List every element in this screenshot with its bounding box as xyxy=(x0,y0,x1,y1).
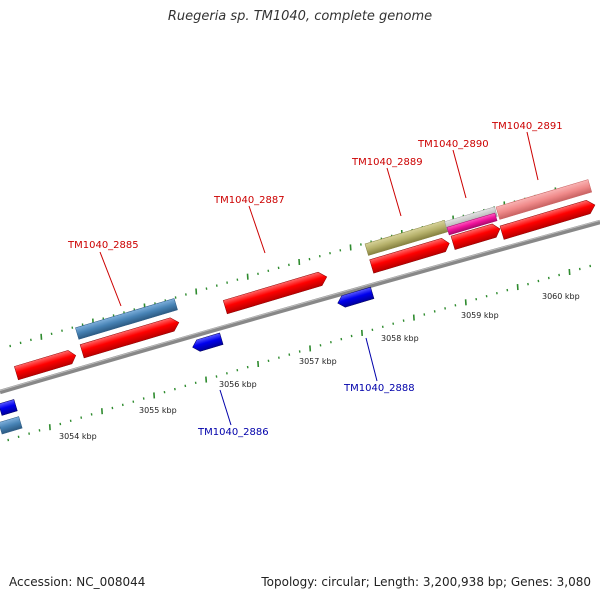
gene-label-tm1040-2885[interactable]: TM1040_2885 xyxy=(67,240,139,251)
gene-label-tm1040-2887[interactable]: TM1040_2887 xyxy=(213,195,285,206)
gene-box-tm1040-2885[interactable] xyxy=(75,298,178,340)
gene-arrow-reverse[interactable] xyxy=(0,399,18,416)
accession-text: Accession: NC_008044 xyxy=(9,575,146,589)
scale-label: 3056 kbp xyxy=(219,380,257,389)
gene-label-tm1040-2891[interactable]: TM1040_2891 xyxy=(491,121,563,132)
gene-label-tm1040-2886[interactable]: TM1040_2886 xyxy=(197,427,269,438)
genome-backbone xyxy=(0,219,600,395)
gene-box-reverse[interactable] xyxy=(0,416,23,435)
gene-arrow-tm1040-2887[interactable] xyxy=(222,270,329,315)
gene-box-tm1040-2890[interactable] xyxy=(446,212,498,236)
gene-arrow-forward[interactable] xyxy=(450,222,502,250)
gene-label-tm1040-2888[interactable]: TM1040_2888 xyxy=(343,383,415,394)
genome-backbone-highlight xyxy=(0,220,600,391)
scale-label: 3060 kbp xyxy=(542,292,580,301)
gene-arrow-tm1040-2886[interactable] xyxy=(191,332,224,353)
scale-label: 3055 kbp xyxy=(139,406,177,415)
gene-label-tm1040-2889[interactable]: TM1040_2889 xyxy=(351,157,423,168)
gene-label-tm1040-2890[interactable]: TM1040_2890 xyxy=(417,139,489,150)
forward-callout-lines xyxy=(99,131,539,307)
gene-box-tm1040-2891[interactable] xyxy=(495,179,593,220)
gene-arrow-forward[interactable] xyxy=(499,198,597,240)
tick-track-reverse xyxy=(7,264,592,442)
gene-arrow-forward[interactable] xyxy=(369,237,452,274)
scale-label: 3058 kbp xyxy=(381,334,419,343)
genome-summary-text: Topology: circular; Length: 3,200,938 bp… xyxy=(261,575,591,589)
scale-label: 3059 kbp xyxy=(461,311,499,320)
scale-label: 3054 kbp xyxy=(59,432,97,441)
map-title: Ruegeria sp. TM1040, complete genome xyxy=(167,9,433,24)
reverse-callout-lines xyxy=(219,337,378,426)
gene-arrow-forward[interactable] xyxy=(79,316,181,359)
gene-arrow-forward[interactable] xyxy=(14,349,77,381)
scale-label: 3057 kbp xyxy=(299,357,337,366)
gene-arrow-tm1040-2888[interactable] xyxy=(336,286,375,309)
